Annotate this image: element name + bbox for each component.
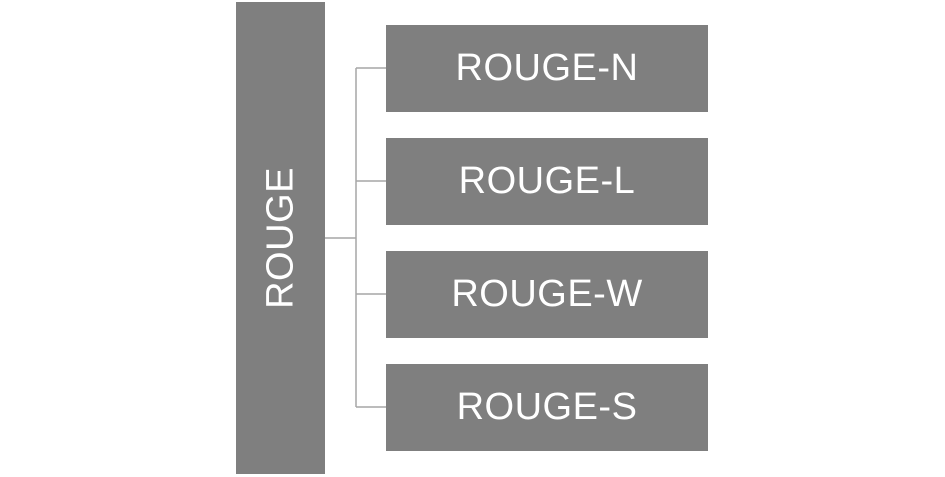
root-node-rouge: ROUGE (236, 2, 325, 474)
child-node-label: ROUGE-L (458, 160, 636, 202)
child-node-rouge-n: ROUGE-N (386, 25, 708, 112)
child-node-label: ROUGE-N (455, 47, 639, 89)
root-node-label: ROUGE (259, 167, 301, 309)
child-node-rouge-s: ROUGE-S (386, 364, 708, 451)
child-node-label: ROUGE-W (451, 273, 643, 315)
child-node-label: ROUGE-S (456, 386, 638, 428)
child-node-rouge-w: ROUGE-W (386, 251, 708, 338)
child-node-rouge-l: ROUGE-L (386, 138, 708, 225)
